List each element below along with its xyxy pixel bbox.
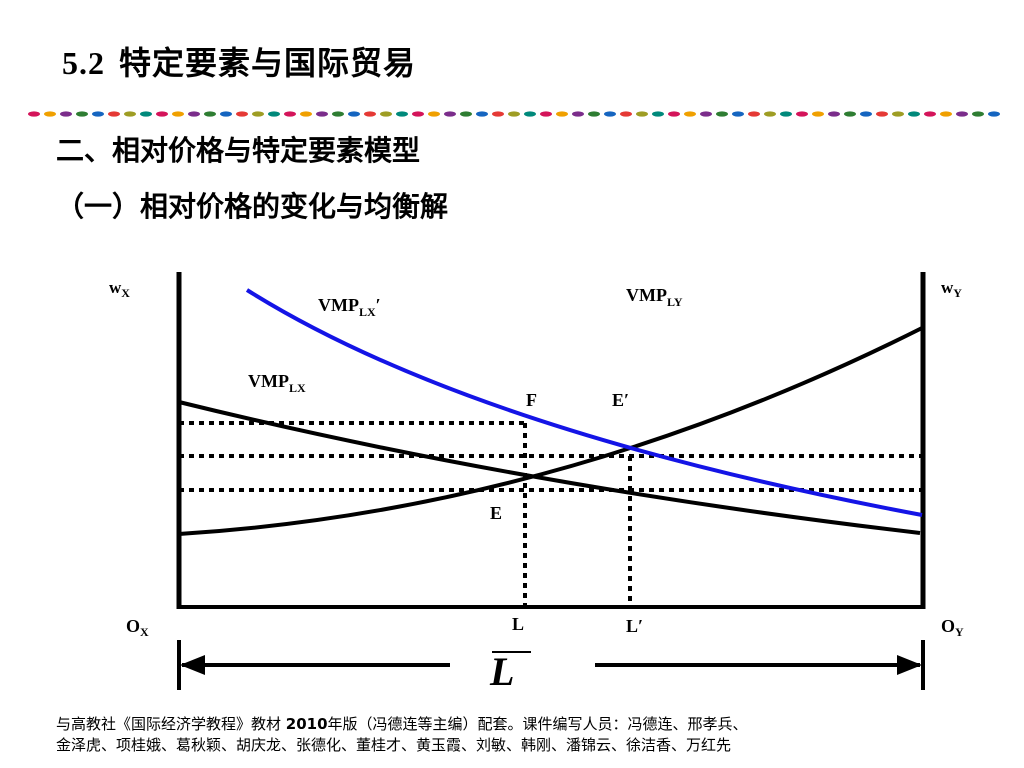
point-f-label: F xyxy=(526,390,537,410)
footer-line-2: 金泽虎、项桂娥、葛秋颖、胡庆龙、张德化、董桂才、黄玉霞、刘敏、韩刚、潘锦云、徐洁… xyxy=(56,736,732,754)
divider-dot xyxy=(956,111,968,117)
subsection-heading: （一）相对价格的变化与均衡解 xyxy=(56,190,449,223)
divider-dot xyxy=(700,111,712,117)
divider-dot xyxy=(396,111,408,117)
vmply-label: VMPLY xyxy=(626,285,683,309)
footer-line-1-pre: 与高教社《国际经济学教程》教材 xyxy=(56,715,286,733)
axis-right-label: wY xyxy=(941,278,962,300)
divider-dot xyxy=(412,111,424,117)
decorative-dotted-divider xyxy=(28,111,1000,117)
footer-line-1: 与高教社《国际经济学教程》教材 2010年版（冯德连等主编）配套。课件编写人员：… xyxy=(56,714,976,735)
divider-dot xyxy=(172,111,184,117)
divider-dot xyxy=(860,111,872,117)
divider-dot xyxy=(892,111,904,117)
labor-arrow-left-head-icon xyxy=(180,655,205,675)
point-l-prime-label: L′ xyxy=(626,616,643,636)
divider-dot xyxy=(844,111,856,117)
divider-dot xyxy=(444,111,456,117)
divider-dot xyxy=(108,111,120,117)
divider-dot xyxy=(716,111,728,117)
divider-dot xyxy=(44,111,56,117)
total-labor-symbol: L xyxy=(489,649,514,694)
divider-dot xyxy=(364,111,376,117)
divider-dot xyxy=(876,111,888,117)
divider-dot xyxy=(492,111,504,117)
point-e-label: E xyxy=(490,503,502,523)
divider-dot xyxy=(540,111,552,117)
divider-dot xyxy=(988,111,1000,117)
divider-dot xyxy=(524,111,536,117)
axis-left-label: wX xyxy=(109,278,130,300)
divider-dot xyxy=(252,111,264,117)
section-heading: 二、相对价格与特定要素模型 xyxy=(56,134,421,167)
divider-dot xyxy=(428,111,440,117)
divider-dot xyxy=(828,111,840,117)
point-l-label: L xyxy=(512,614,524,634)
divider-dot xyxy=(812,111,824,117)
divider-dot xyxy=(764,111,776,117)
divider-dot xyxy=(140,111,152,117)
divider-dot xyxy=(284,111,296,117)
divider-dot xyxy=(476,111,488,117)
divider-dot xyxy=(92,111,104,117)
divider-dot xyxy=(732,111,744,117)
divider-dot xyxy=(348,111,360,117)
divider-dot xyxy=(748,111,760,117)
footer-line-1-post: 年版（冯德连等主编）配套。课件编写人员：冯德连、邢孝兵、 xyxy=(327,715,748,733)
divider-dot xyxy=(556,111,568,117)
divider-dot xyxy=(332,111,344,117)
title-number: 5.2 xyxy=(62,45,105,81)
vmply-curve xyxy=(178,326,923,536)
divider-dot xyxy=(972,111,984,117)
divider-dot xyxy=(636,111,648,117)
labor-arrow-right-head-icon xyxy=(897,655,922,675)
divider-dot xyxy=(380,111,392,117)
divider-dot xyxy=(684,111,696,117)
point-e-prime-label: E′ xyxy=(612,390,629,410)
divider-dot xyxy=(924,111,936,117)
divider-dot xyxy=(316,111,328,117)
origin-right-label: OY xyxy=(941,616,964,639)
divider-dot xyxy=(124,111,136,117)
divider-dot xyxy=(28,111,40,117)
divider-dot xyxy=(156,111,168,117)
divider-dot xyxy=(588,111,600,117)
divider-dot xyxy=(652,111,664,117)
divider-dot xyxy=(604,111,616,117)
divider-dot xyxy=(300,111,312,117)
divider-dot xyxy=(908,111,920,117)
divider-dot xyxy=(188,111,200,117)
divider-dot xyxy=(268,111,280,117)
origin-left-label: OX xyxy=(126,616,149,639)
title-text: 特定要素与国际贸易 xyxy=(119,45,417,81)
footer-year: 2010 xyxy=(285,715,328,733)
divider-dot xyxy=(76,111,88,117)
divider-dot xyxy=(780,111,792,117)
divider-dot xyxy=(204,111,216,117)
vmplx-prime-label: VMPLX′ xyxy=(318,295,381,319)
vmplx-label: VMPLX xyxy=(248,371,306,395)
divider-dot xyxy=(620,111,632,117)
divider-dot xyxy=(940,111,952,117)
divider-dot xyxy=(508,111,520,117)
divider-dot xyxy=(572,111,584,117)
divider-dot xyxy=(668,111,680,117)
divider-dot xyxy=(60,111,72,117)
slide-title: 5.2 特定要素与国际贸易 xyxy=(62,38,416,84)
divider-dot xyxy=(236,111,248,117)
divider-dot xyxy=(460,111,472,117)
vmplx-prime-curve xyxy=(245,288,923,517)
divider-dot xyxy=(796,111,808,117)
footer-credits: 与高教社《国际经济学教程》教材 2010年版（冯德连等主编）配套。课件编写人员：… xyxy=(56,714,976,756)
divider-dot xyxy=(220,111,232,117)
